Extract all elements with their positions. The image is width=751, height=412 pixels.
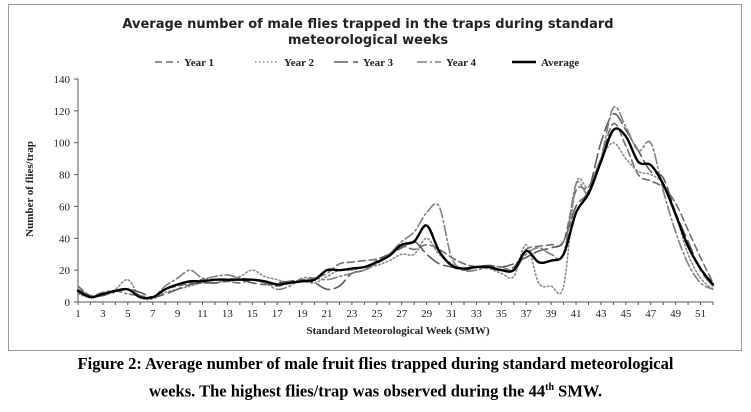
- x-tick-label: 9: [175, 308, 181, 320]
- x-tick-label: 21: [322, 308, 333, 320]
- legend-label: Year 1: [184, 57, 214, 69]
- x-tick-label: 51: [695, 308, 706, 320]
- legend-label: Year 3: [363, 57, 394, 69]
- caption-line2-end: SMW.: [554, 381, 603, 401]
- chart-title-line2: meteorological weeks: [288, 33, 449, 48]
- x-tick-label: 17: [272, 308, 284, 320]
- x-tick-label: 23: [346, 308, 358, 320]
- x-tick-label: 43: [595, 308, 607, 320]
- y-tick-label: 120: [54, 106, 71, 118]
- y-tick-label: 20: [59, 265, 71, 277]
- series-line-year-3: [77, 113, 714, 299]
- chart-frame: [8, 4, 742, 351]
- x-tick-label: 45: [620, 308, 632, 320]
- y-tick-label: 60: [59, 201, 71, 213]
- caption-line2-text: weeks. The highest flies/trap was observ…: [148, 381, 546, 401]
- x-tick-label: 47: [645, 308, 657, 320]
- figure-caption: Figure 2: Average number of male fruit f…: [0, 352, 751, 404]
- x-tick-label: 29: [421, 308, 433, 320]
- x-tick-label: 1: [75, 308, 81, 320]
- x-tick-label: 5: [125, 308, 131, 320]
- legend: Year 1 Year 2 Year 3 Year 4 Average: [155, 57, 579, 69]
- y-tick-label: 100: [54, 138, 71, 150]
- caption-line1: Figure 2: Average number of male fruit f…: [77, 354, 674, 373]
- y-axis-label: Number of flies/trap: [24, 141, 36, 237]
- x-tick-label: 25: [371, 308, 383, 320]
- legend-label: Year 4: [446, 57, 477, 69]
- series-group: [76, 105, 715, 301]
- series-line-average: [76, 127, 715, 300]
- series-line-year-4: [77, 105, 714, 299]
- caption-superscript: th: [545, 382, 555, 393]
- legend-label: Year 2: [284, 57, 315, 69]
- x-tick-label: 41: [571, 308, 582, 320]
- x-tick-label: 27: [396, 308, 408, 320]
- x-tick-label: 31: [446, 308, 457, 320]
- x-tick-label: 7: [150, 308, 156, 320]
- series-line-year-1: [77, 122, 714, 299]
- y-tick-label: 140: [54, 74, 71, 86]
- x-axis-label: Standard Meteorological Week (SMW): [306, 325, 490, 337]
- chart-title-line1: Average number of male flies trapped in …: [122, 17, 613, 32]
- y-tick-label: 0: [65, 297, 71, 309]
- y-tick-label: 40: [59, 233, 71, 245]
- y-tick-label: 80: [59, 170, 71, 182]
- x-tick-label: 19: [297, 308, 309, 320]
- x-tick-label: 35: [496, 308, 508, 320]
- x-tick-label: 15: [247, 308, 259, 320]
- legend-label: Average: [541, 57, 579, 69]
- x-tick-label: 49: [670, 308, 682, 320]
- caption-line2: weeks. The highest flies/trap was observ…: [0, 376, 751, 404]
- series-line-year-2: [77, 141, 714, 301]
- x-tick-label: 13: [222, 308, 234, 320]
- line-chart: Average number of male flies trapped in …: [24, 17, 715, 337]
- x-tick-label: 37: [521, 308, 533, 320]
- x-tick-label: 33: [471, 308, 483, 320]
- x-tick-label: 11: [197, 308, 208, 320]
- x-tick-label: 39: [546, 308, 558, 320]
- x-tick-label: 3: [100, 308, 106, 320]
